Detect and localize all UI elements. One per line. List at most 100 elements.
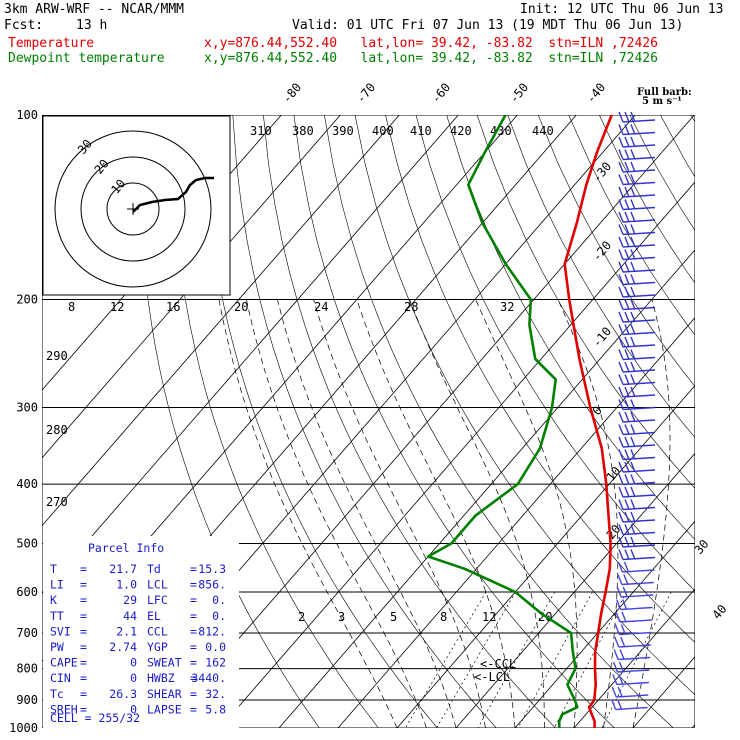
dry-adiabat xyxy=(232,115,497,728)
parcel-value: 0. xyxy=(212,609,226,623)
parcel-eq: = xyxy=(80,702,87,716)
wind-barb-flag xyxy=(630,374,636,385)
wind-barb-flag xyxy=(624,436,630,448)
wind-barb-flag xyxy=(624,161,630,173)
wind-barb-flag xyxy=(630,486,636,498)
parcel-label: TT xyxy=(50,609,64,623)
wind-barb-flag xyxy=(617,686,623,698)
isotherm-40 xyxy=(691,723,695,728)
parcel-label: LAPSE xyxy=(147,702,182,716)
theta-left-label: 280 xyxy=(46,423,68,437)
isotherm-top-label: -40 xyxy=(584,80,609,106)
dry-adiabat xyxy=(476,115,695,489)
wind-barb-flag xyxy=(624,449,630,460)
wind-barb-flag xyxy=(620,624,627,635)
wind-barb-flag xyxy=(630,261,636,273)
isotherm-30 xyxy=(632,656,695,728)
parcel-label: Tc xyxy=(50,687,64,701)
theta-left-label: 290 xyxy=(46,349,68,363)
parcel-cell: CELL = 255/32 xyxy=(50,711,140,725)
parcel-eq: = xyxy=(80,578,87,592)
wind-barbs xyxy=(610,111,656,711)
wind-barb-flag xyxy=(624,399,630,410)
isotherm--100 xyxy=(42,115,400,527)
moist-adiabat xyxy=(557,299,619,728)
wind-speed-label: 24 xyxy=(314,300,328,314)
barb-legend-unit: 5 m s⁻¹ xyxy=(642,96,682,107)
wind-barb-flag xyxy=(624,411,630,423)
wind-barb-flag xyxy=(610,699,617,710)
wind-barb-flag xyxy=(618,174,624,185)
wind-barb-flag xyxy=(624,524,630,535)
parcel-label: CIN xyxy=(50,671,71,685)
dry-adiabat xyxy=(721,115,740,728)
dewpoint-legend: Dewpoint temperature xyxy=(8,51,165,66)
parcel-label: LFC xyxy=(147,593,168,607)
moist-adiabat xyxy=(277,299,457,728)
wind-barb-flag xyxy=(630,361,636,373)
wind-barb-flag xyxy=(630,324,636,335)
wind-barb-flag xyxy=(614,636,620,648)
parcel-value: 3440. xyxy=(191,671,226,685)
wind-barb-flag xyxy=(624,274,630,285)
wind-barb-flag xyxy=(624,199,630,210)
wind-barb-flag xyxy=(618,661,625,673)
mixing-ratio-label: 3 xyxy=(338,610,345,624)
wind-barb-flag xyxy=(614,624,621,635)
isotherm-20 xyxy=(573,588,695,728)
parcel-value: 0. xyxy=(212,593,226,607)
wind-barb-flag xyxy=(624,311,630,323)
wind-barb-flag xyxy=(624,361,630,373)
parcel-eq: = xyxy=(190,640,197,654)
wind-speed-label: 8 xyxy=(68,300,75,314)
parcel-eq: = xyxy=(80,624,87,638)
theta-label: 390 xyxy=(332,124,354,138)
wind-barb-flag xyxy=(624,111,630,123)
parcel-value: 162 xyxy=(205,656,226,670)
wind-barb-flag xyxy=(624,536,630,548)
wind-barb-flag xyxy=(624,461,630,473)
mixing-ratio-line xyxy=(553,591,627,728)
parcel-eq: = xyxy=(80,562,87,576)
parcel-value: 5.8 xyxy=(205,702,226,716)
pressure-label-700: 700 xyxy=(16,626,38,640)
moist-adiabat xyxy=(632,299,671,728)
parcel-value: 15.3 xyxy=(198,562,226,576)
wind-barb-flag xyxy=(618,486,624,498)
wind-barb-flag xyxy=(623,574,629,585)
wind-barb-flag xyxy=(618,361,624,373)
wind-barb-flag xyxy=(618,274,624,285)
wind-barb-flag xyxy=(630,336,636,348)
wind-barb-flag xyxy=(624,374,630,385)
hodograph-frame xyxy=(42,115,231,296)
dry-adiabat xyxy=(324,115,674,728)
wind-barb-flag xyxy=(630,449,636,460)
model-title: 3km ARW-WRF -- NCAR/MMM xyxy=(4,2,185,17)
mixing-ratio-line xyxy=(601,591,672,728)
parcel-value: 2.1 xyxy=(116,624,137,638)
theta-left-label: 270 xyxy=(46,495,68,509)
mixing-ratio-label: 8 xyxy=(440,610,447,624)
wind-barb-flag xyxy=(618,511,624,523)
dry-adiabat xyxy=(446,115,695,541)
wind-barb-flag xyxy=(624,136,630,148)
mixing-ratio-line xyxy=(517,591,593,728)
isotherm--90 xyxy=(42,115,459,595)
parcel-label: SHEAR xyxy=(147,687,182,701)
isotherm-top-label: -70 xyxy=(354,80,379,106)
wind-barb-flag xyxy=(624,124,630,135)
wind-barb-flag xyxy=(624,149,630,160)
lcl-marker: <-LCL xyxy=(474,670,510,684)
dewpoint-profile xyxy=(426,115,579,728)
isotherm--10 xyxy=(396,384,695,728)
wind-barb-flag xyxy=(618,149,624,160)
wind-barb-flag xyxy=(615,611,621,623)
pressure-label-200: 200 xyxy=(16,293,38,307)
wind-barb-flag xyxy=(630,186,636,198)
parcel-label: CCL xyxy=(147,624,168,638)
wind-barb-flag xyxy=(622,586,628,598)
wind-barb-flag xyxy=(618,224,624,235)
hodograph-ring xyxy=(106,182,160,236)
wind-barb-flag xyxy=(630,549,636,560)
